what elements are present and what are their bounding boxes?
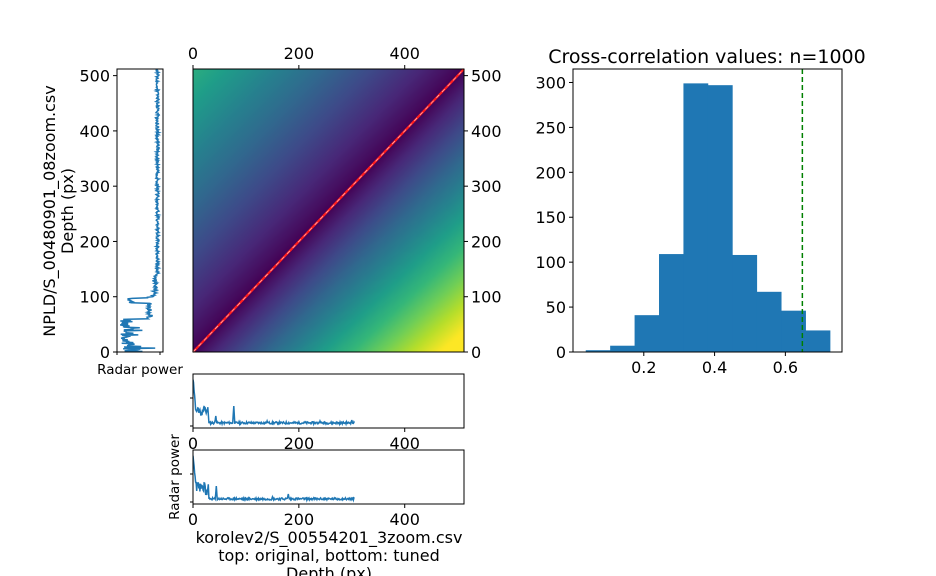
heatmap-top-tick-label: 200	[284, 44, 315, 63]
bottom-profile-frame	[192, 449, 465, 505]
left-profile-y-ticks: 0 100 200 300 400 500	[79, 67, 117, 362]
bottom-profile-x-tick-label: 200	[284, 510, 315, 529]
left-profile-y-tick-label: 400	[79, 122, 110, 141]
histogram-title: Cross-correlation values: n=1000	[548, 46, 865, 68]
left-profile-y-tick-label: 100	[79, 288, 110, 307]
left-profile-frame	[116, 68, 164, 353]
histogram-x-ticks: 0.2 0.4 0.6	[631, 352, 798, 377]
heatmap-right-tick-label: 400	[471, 122, 502, 141]
histogram-bars	[585, 83, 831, 353]
bottom-profile-xlabel-line3: Depth (px)	[286, 564, 372, 576]
heatmap-top-ticks: 0 200 400	[188, 44, 420, 69]
top-profile-line	[193, 379, 356, 427]
heatmap-right-ticks: 0 100 200 300 400 500	[464, 67, 502, 362]
histogram-bar	[732, 254, 758, 352]
histogram-y-tick-label: 200	[535, 163, 566, 182]
top-profile-x-ticks: 0 200 400	[188, 428, 420, 453]
histogram-y-tick-label: 250	[535, 118, 566, 137]
left-profile-y-tick-label: 300	[79, 177, 110, 196]
bottom-profile-ylabel: Radar power	[167, 434, 183, 520]
bottom-profile-line	[193, 455, 355, 503]
heatmap-frame	[192, 68, 465, 353]
histogram-x-tick-label: 0.6	[773, 358, 798, 377]
left-profile-line	[119, 69, 162, 352]
histogram-x-tick-label: 0.4	[702, 358, 727, 377]
heatmap-right-tick-label: 100	[471, 288, 502, 307]
left-profile-ylabel-line1: NPLD/S_00480901_08zoom.csv	[40, 85, 60, 336]
top-profile-frame	[192, 373, 465, 429]
histogram-bar	[610, 345, 635, 352]
left-profile-y-tick-label: 200	[79, 232, 110, 251]
bottom-profile-plot: 0 200 400 Radar power korolev2/S_00554201_…	[167, 434, 465, 576]
bottom-profile-x-ticks: 0 200 400	[188, 504, 420, 529]
heatmap-right-tick-label: 300	[471, 177, 502, 196]
histogram-bar	[585, 350, 611, 352]
heatmap-right-tick-label: 500	[471, 67, 502, 86]
histogram-y-tick-label: 50	[546, 298, 566, 317]
histogram-frame	[572, 68, 843, 353]
histogram-bar	[756, 291, 782, 352]
histogram-bar	[634, 315, 660, 352]
bottom-profile-x-tick-label: 400	[389, 510, 420, 529]
left-profile-xlabel: Radar power	[97, 362, 183, 378]
histogram-y-ticks: 0 50 100 150 200 250 300	[535, 73, 573, 362]
heatmap-right-tick-label: 200	[471, 232, 502, 251]
histogram-x-tick-label: 0.2	[631, 358, 656, 377]
histogram-bar	[683, 83, 709, 352]
histogram-y-tick-label: 150	[535, 208, 566, 227]
histogram-bar	[707, 85, 733, 353]
histogram-y-tick-label: 0	[556, 343, 566, 362]
bottom-profile-xlabel-line2: top: original, bottom: tuned	[218, 546, 440, 565]
bottom-profile-xlabel-line1: korolev2/S_00554201_3zoom.csv	[196, 528, 463, 548]
histogram-y-tick-label: 100	[535, 253, 566, 272]
histogram-bar	[659, 254, 684, 352]
top-profile-x-tick-label: 400	[389, 434, 420, 453]
histogram-bar	[805, 330, 831, 352]
top-profile-x-tick-label: 0	[188, 434, 198, 453]
heatmap-top-tick-label: 0	[188, 44, 198, 63]
histogram-y-tick-label: 300	[535, 73, 566, 92]
correlation-heatmap: 0 200 400 0 100 200 300 400 500	[188, 44, 502, 362]
histogram-plot: Cross-correlation values: n=1000 0.2 0.4 0…	[535, 46, 865, 377]
top-profile-plot: 0 200 400	[188, 373, 465, 453]
bottom-profile-x-tick-label: 0	[188, 510, 198, 529]
top-profile-x-tick-label: 200	[284, 434, 315, 453]
left-profile-y-tick-label: 500	[79, 67, 110, 86]
diagonal-line-highlight	[192, 68, 465, 353]
left-profile-plot: 0 100 200 300 400 500 Radar power NPLD/S_0048…	[40, 67, 183, 378]
heatmap-top-tick-label: 400	[389, 44, 420, 63]
left-profile-ylabel-line2: Depth (px)	[58, 168, 77, 254]
heatmap-right-tick-label: 0	[471, 343, 481, 362]
left-profile-y-tick-label: 0	[100, 343, 110, 362]
